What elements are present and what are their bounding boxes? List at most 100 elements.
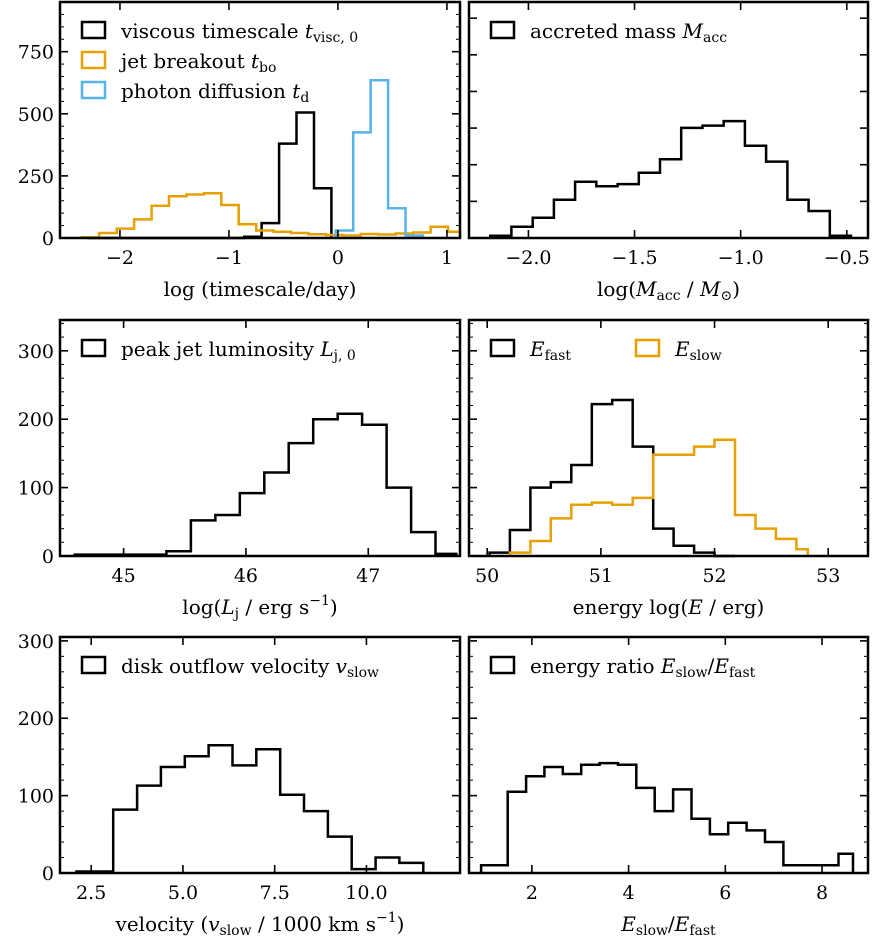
x-axis: −2.0 −1.5 −1.0 −0.5 <box>505 2 870 269</box>
x-tick-label: 50 <box>475 565 499 587</box>
legend-label: viscous timescale tvisc, 0​ <box>120 19 358 46</box>
x-axis: 2 4 6 8 <box>526 637 828 904</box>
y-axis <box>469 640 868 874</box>
x-tick-label: 8 <box>816 882 828 904</box>
legend-swatch <box>489 20 516 40</box>
y-tick-label: 100 <box>18 478 54 500</box>
axes-frame <box>58 318 462 558</box>
x-tick-label: 53 <box>816 565 840 587</box>
panel-outflow-velocity: 2.5 5.0 7.5 10.0 0 100 200 300 velocity (vslow​ … <box>18 631 462 939</box>
histogram-series-1 <box>508 438 810 556</box>
x-tick-label: 1 <box>441 247 453 269</box>
panel-energies: 50 51 52 53 energy log(E / erg) Efast​ Eslow​ <box>467 318 870 619</box>
histogram-series-0 <box>73 412 458 556</box>
legend-label: jet breakout tbo​ <box>119 49 276 76</box>
x-tick-label: 52 <box>702 565 726 587</box>
axes-frame <box>467 318 870 558</box>
legend: Efast​ Eslow​ <box>489 337 722 364</box>
y-tick-label: 500 <box>18 104 54 126</box>
legend-label: disk outflow velocity vslow​ <box>121 654 379 681</box>
legend-swatch <box>489 655 516 675</box>
panel-jet-luminosity: 45 46 47 0 100 200 300 log(Lj​ / erg s−1​) peak … <box>18 318 462 622</box>
legend-label: accreted mass Macc​ <box>530 19 727 46</box>
x-tick-label: 7.5 <box>260 882 290 904</box>
x-tick-label: −1.0 <box>718 247 764 269</box>
x-tick-label: −2 <box>106 247 134 269</box>
x-tick-label: 51 <box>589 565 613 587</box>
legend-swatch <box>80 80 107 100</box>
y-tick-label: 750 <box>18 42 54 64</box>
histogram-series-2 <box>334 79 425 238</box>
x-axis-label: log(Lj​ / erg s−1​) <box>182 593 337 622</box>
y-tick-label: 300 <box>18 341 54 363</box>
x-tick-label: −1 <box>215 247 243 269</box>
y-axis: 0 100 200 300 <box>18 322 460 568</box>
x-axis-label: log(Macc​ / M⊙​) <box>597 277 740 304</box>
legend-swatch <box>80 50 107 70</box>
x-tick-label: 10.0 <box>345 882 387 904</box>
y-tick-label: 250 <box>18 166 54 188</box>
histogram-series-1 <box>80 192 462 239</box>
axes-frame <box>467 0 870 240</box>
y-axis <box>469 17 868 239</box>
y-axis: 0 250 500 750 <box>18 1 460 250</box>
x-tick-label: −1.5 <box>611 247 657 269</box>
legend-label: Eslow​ <box>674 337 722 364</box>
x-tick-label: 6 <box>719 882 731 904</box>
y-tick-label: 0 <box>42 546 54 568</box>
x-axis: −2 −1 0 1 <box>106 2 453 269</box>
y-tick-label: 0 <box>42 228 54 250</box>
y-tick-label: 200 <box>18 708 54 730</box>
legend-swatch <box>80 338 107 358</box>
x-tick-label: 2 <box>526 882 538 904</box>
legend: disk outflow velocity vslow​ <box>80 654 379 681</box>
y-tick-label: 0 <box>42 863 54 885</box>
series-group <box>488 398 810 558</box>
series-group <box>488 119 853 238</box>
x-tick-label: 4 <box>623 882 635 904</box>
series-group <box>479 761 855 873</box>
x-axis-label: log (timescale/day) <box>164 277 357 301</box>
legend-swatch <box>489 338 516 358</box>
series-group <box>80 79 462 240</box>
panel-timescales: −2 −1 0 1 0 250 500 750 log (timescale/day) visco… <box>18 0 462 301</box>
legend-swatch <box>80 655 107 675</box>
histogram-series-0 <box>488 398 735 558</box>
panel-energy-ratio: 2 4 6 8 Eslow​/Efast​ energy ratio Eslow​/Efa… <box>467 635 870 939</box>
x-tick-label: 5.0 <box>168 882 198 904</box>
x-tick-label: 2.5 <box>76 882 106 904</box>
axes-frame <box>467 635 870 875</box>
x-tick-label: 45 <box>112 565 136 587</box>
legend-label: photon diffusion td​ <box>121 79 309 106</box>
legend: peak jet luminosity Lj, 0​ <box>80 337 356 364</box>
y-axis <box>469 322 868 557</box>
legend-label: energy ratio Eslow​/Efast​ <box>530 654 756 681</box>
axes-frame <box>58 635 462 875</box>
legend-label: Efast​ <box>529 337 571 364</box>
panel-accreted-mass: −2.0 −1.5 −1.0 −0.5 log(Macc​ / M⊙​) accreted… <box>467 0 870 304</box>
histogram-series-0 <box>488 119 853 238</box>
histogram-series-0 <box>75 744 425 873</box>
x-tick-label: 47 <box>356 565 380 587</box>
x-axis: 2.5 5.0 7.5 10.0 <box>76 637 388 904</box>
legend-label: peak jet luminosity Lj, 0​ <box>121 337 356 364</box>
y-tick-label: 100 <box>18 786 54 808</box>
legend-swatch <box>634 338 661 358</box>
y-tick-label: 300 <box>18 631 54 653</box>
y-axis: 0 100 200 300 <box>18 631 460 885</box>
series-group <box>75 744 425 873</box>
axes-frame <box>58 0 462 240</box>
x-tick-label: −2.0 <box>505 247 551 269</box>
x-axis: 45 46 47 <box>112 320 380 587</box>
legend: energy ratio Eslow​/Efast​ <box>489 654 756 681</box>
x-axis-label: Eslow​/Efast​ <box>620 912 716 939</box>
legend: accreted mass Macc​ <box>489 19 727 46</box>
legend: viscous timescale tvisc, 0​ jet breakout … <box>80 19 358 106</box>
x-tick-label: 46 <box>234 565 258 587</box>
legend-swatch <box>80 20 107 40</box>
histogram-series-0 <box>479 761 855 873</box>
y-tick-label: 200 <box>18 409 54 431</box>
x-tick-label: 0 <box>332 247 344 269</box>
histogram-series-0 <box>87 111 333 240</box>
